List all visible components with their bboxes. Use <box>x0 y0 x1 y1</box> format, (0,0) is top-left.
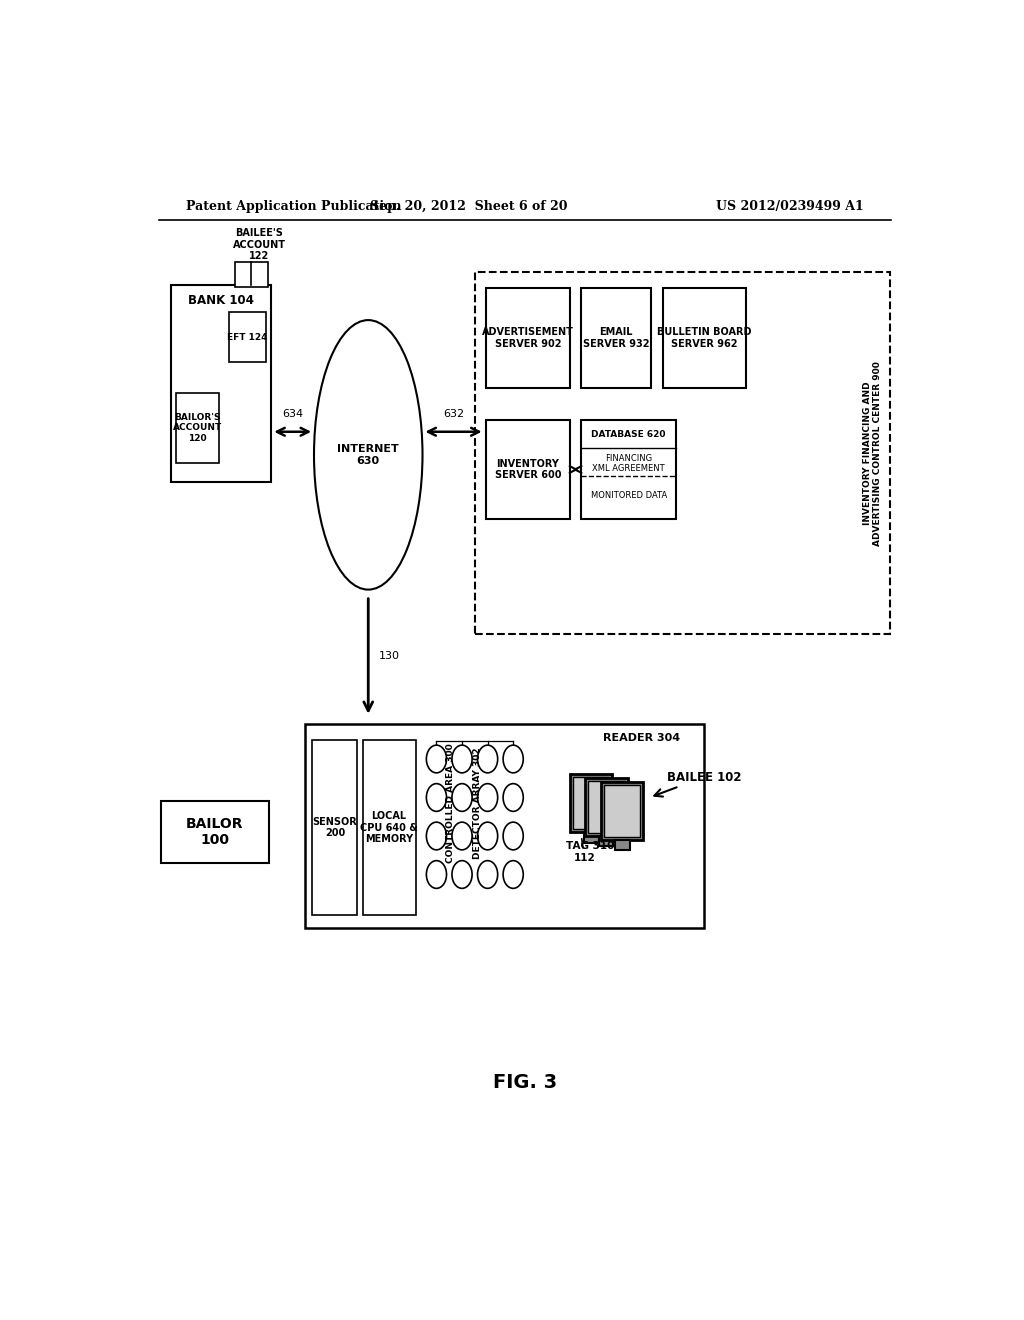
Bar <box>234 263 267 286</box>
Bar <box>176 393 219 462</box>
Ellipse shape <box>477 861 498 888</box>
Ellipse shape <box>503 744 523 774</box>
Ellipse shape <box>477 744 498 774</box>
Bar <box>663 288 746 388</box>
Bar <box>582 288 651 388</box>
Text: MONITORED DATA: MONITORED DATA <box>591 491 667 500</box>
Text: 634: 634 <box>283 409 303 420</box>
Text: CONTROLLED AREA 300: CONTROLLED AREA 300 <box>446 743 456 863</box>
Text: EFT 124: EFT 124 <box>227 333 267 342</box>
Text: DATABASE 620: DATABASE 620 <box>592 429 666 438</box>
Ellipse shape <box>477 822 498 850</box>
Bar <box>569 775 612 832</box>
Ellipse shape <box>503 784 523 812</box>
Text: READER 304: READER 304 <box>603 733 680 743</box>
Text: EMAIL
SERVER 932: EMAIL SERVER 932 <box>583 327 649 348</box>
Bar <box>599 836 614 846</box>
Bar <box>586 779 628 836</box>
Ellipse shape <box>452 784 472 812</box>
Text: BAILOR'S
ACCOUNT
120: BAILOR'S ACCOUNT 120 <box>173 413 222 442</box>
Bar <box>312 739 357 915</box>
Text: INVENTORY FINANCING AND
ADVERTISING CONTROL CENTER 900: INVENTORY FINANCING AND ADVERTISING CONT… <box>863 360 883 545</box>
Ellipse shape <box>426 744 446 774</box>
Text: DETECTOR ARRAY 302: DETECTOR ARRAY 302 <box>473 747 482 859</box>
Bar <box>604 785 640 837</box>
Bar <box>584 832 598 842</box>
Text: LOCAL
CPU 640 &
MEMORY: LOCAL CPU 640 & MEMORY <box>360 810 418 843</box>
Ellipse shape <box>426 822 446 850</box>
Text: BAILOR
100: BAILOR 100 <box>186 817 244 847</box>
Text: BANK 104: BANK 104 <box>188 294 254 308</box>
Ellipse shape <box>503 861 523 888</box>
Bar <box>601 781 643 840</box>
Ellipse shape <box>452 744 472 774</box>
Text: BAILEE'S
ACCOUNT
122: BAILEE'S ACCOUNT 122 <box>232 228 286 261</box>
Text: INTERNET
630: INTERNET 630 <box>337 444 399 466</box>
Text: ADVERTISEMENT
SERVER 902: ADVERTISEMENT SERVER 902 <box>482 327 573 348</box>
Bar <box>362 739 416 915</box>
Bar <box>614 840 630 850</box>
Text: Patent Application Publication: Patent Application Publication <box>186 199 401 213</box>
Bar <box>486 288 569 388</box>
Text: 632: 632 <box>443 409 464 420</box>
Text: Sep. 20, 2012  Sheet 6 of 20: Sep. 20, 2012 Sheet 6 of 20 <box>371 199 567 213</box>
Ellipse shape <box>452 861 472 888</box>
Text: FIG. 3: FIG. 3 <box>493 1073 557 1092</box>
Ellipse shape <box>426 861 446 888</box>
Text: TAG 310: TAG 310 <box>566 841 614 851</box>
Bar <box>589 781 625 833</box>
Bar <box>475 272 890 635</box>
Text: INVENTORY
SERVER 600: INVENTORY SERVER 600 <box>495 458 561 480</box>
Text: US 2012/0239499 A1: US 2012/0239499 A1 <box>717 199 864 213</box>
Bar <box>305 725 703 928</box>
Text: BAILEE 102: BAILEE 102 <box>654 771 741 796</box>
Ellipse shape <box>426 784 446 812</box>
Bar <box>582 420 676 519</box>
Ellipse shape <box>314 321 423 590</box>
Text: 130: 130 <box>379 651 400 661</box>
Bar <box>161 801 269 863</box>
Ellipse shape <box>503 822 523 850</box>
Text: FINANCING
XML AGREEMENT: FINANCING XML AGREEMENT <box>592 454 665 473</box>
Bar <box>572 777 609 829</box>
Bar <box>171 285 271 482</box>
Text: 112: 112 <box>573 838 595 863</box>
Text: SENSOR
200: SENSOR 200 <box>312 817 357 838</box>
Bar <box>228 313 266 363</box>
Ellipse shape <box>477 784 498 812</box>
Bar <box>486 420 569 519</box>
Ellipse shape <box>452 822 472 850</box>
Text: BULLETIN BOARD
SERVER 962: BULLETIN BOARD SERVER 962 <box>657 327 752 348</box>
